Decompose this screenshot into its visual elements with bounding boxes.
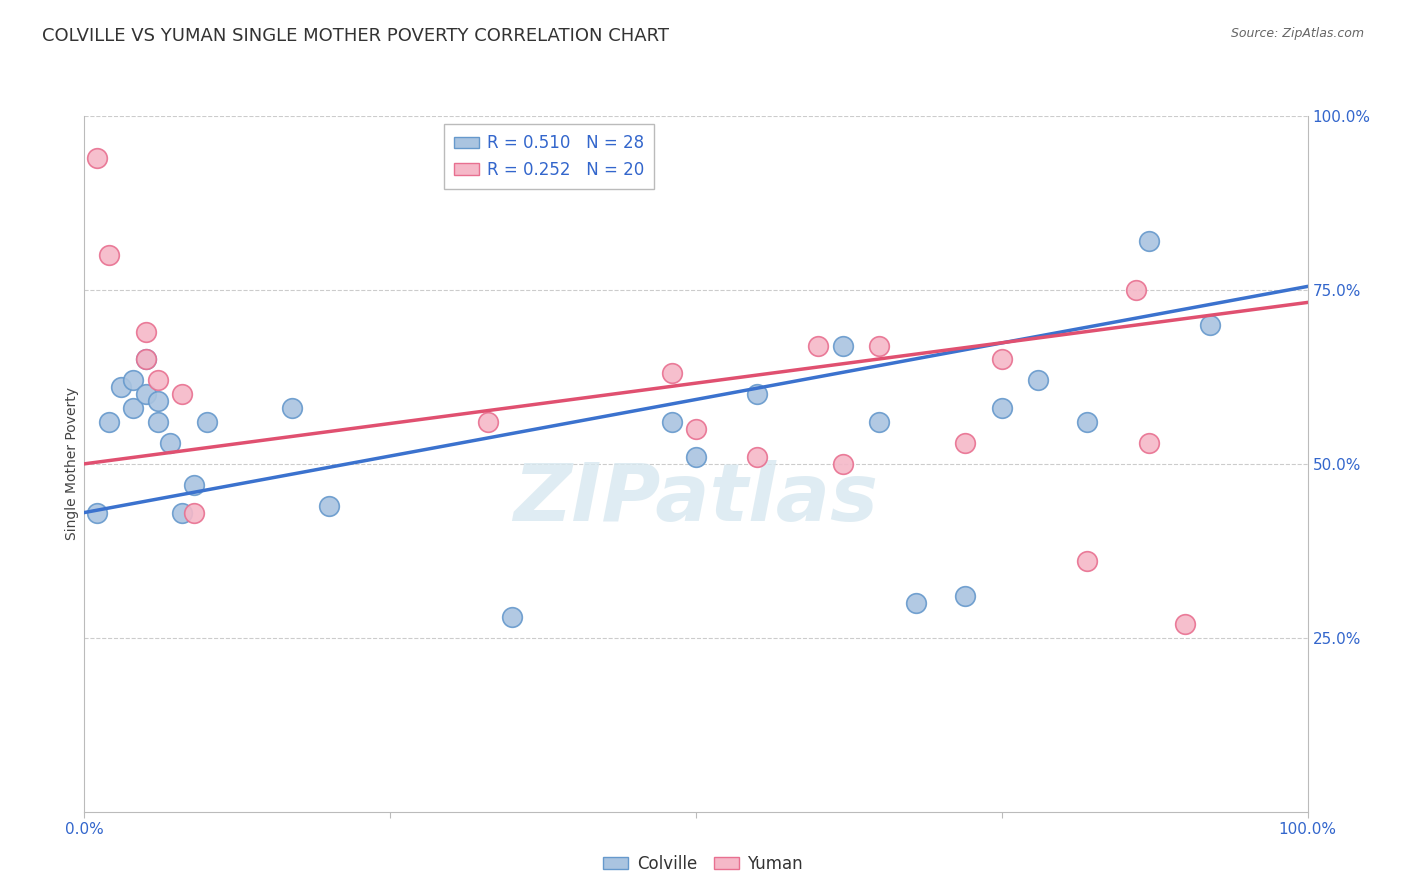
Point [1028,373,1050,387]
Point [135,325,157,339]
Y-axis label: Single Mother Poverty: Single Mother Poverty [65,387,79,541]
Point [183,506,205,520]
Point [747,450,769,464]
Point [661,415,683,429]
Point [195,415,218,429]
Point [97,248,120,262]
Point [122,401,145,416]
Point [1137,436,1160,450]
Point [86,151,108,165]
Point [1125,283,1147,297]
Point [502,610,524,624]
Point [1076,415,1098,429]
Point [281,401,304,416]
Point [991,352,1014,367]
Text: ZIPatlas: ZIPatlas [513,459,879,538]
Point [905,596,928,610]
Point [831,457,853,471]
Point [807,338,830,352]
Point [146,415,169,429]
Point [1137,234,1160,248]
Point [122,373,145,387]
Point [1198,318,1220,332]
Point [159,436,181,450]
Point [110,380,132,394]
Point [661,367,683,381]
Legend: R = 0.510   N = 28, R = 0.252   N = 20: R = 0.510 N = 28, R = 0.252 N = 20 [444,124,654,188]
Point [135,352,157,367]
Text: Source: ZipAtlas.com: Source: ZipAtlas.com [1230,27,1364,40]
Point [183,477,205,491]
Point [953,436,976,450]
Point [685,450,707,464]
Point [86,506,108,520]
Point [1076,554,1098,568]
Text: COLVILLE VS YUMAN SINGLE MOTHER POVERTY CORRELATION CHART: COLVILLE VS YUMAN SINGLE MOTHER POVERTY … [42,27,669,45]
Point [135,387,157,401]
Point [991,401,1014,416]
Point [747,387,769,401]
Point [869,338,891,352]
Point [1174,616,1197,631]
Point [953,589,976,603]
Point [831,338,853,352]
Point [97,415,120,429]
Point [146,373,169,387]
Point [869,415,891,429]
Point [135,352,157,367]
Point [685,422,707,436]
Legend: Colville, Yuman: Colville, Yuman [596,848,810,880]
Point [477,415,499,429]
Point [172,387,194,401]
Point [172,506,194,520]
Point [318,499,340,513]
Point [146,394,169,409]
